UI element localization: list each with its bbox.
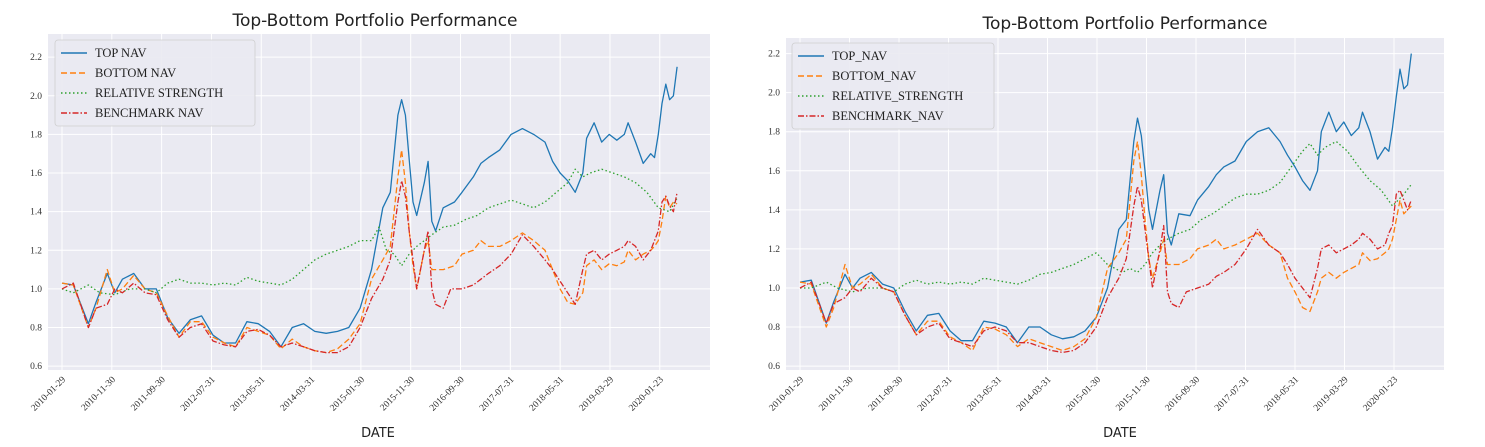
y-tick-label: 1.2: [768, 245, 780, 255]
x-tick-label: 2019-03-29: [578, 375, 617, 414]
series-line-relative-strength: [800, 140, 1412, 293]
legend-label: TOP NAV: [95, 46, 147, 60]
y-tick-label: 2.0: [30, 92, 42, 102]
x-tick-label: 2010-01-29: [768, 375, 807, 414]
x-tick-label: 2016-09-30: [1164, 375, 1203, 414]
x-tick-label: 2014-03-31: [279, 375, 318, 414]
line-chart-right: Top-Bottom Portfolio Performance DATE 0.…: [768, 14, 1444, 441]
legend-label: RELATIVE_STRENGTH: [832, 89, 963, 103]
x-tick-label: 2017-07-31: [1213, 375, 1252, 414]
x-tick-label: 2020-01-23: [1362, 375, 1401, 414]
y-tick-label: 1.4: [30, 208, 42, 218]
legend-label: RELATIVE STRENGTH: [95, 86, 223, 100]
y-tick-label: 1.0: [30, 285, 42, 295]
legend-label: BENCHMARK_NAV: [832, 109, 944, 123]
x-tick-label: 2019-03-29: [1312, 375, 1351, 414]
x-tick-label: 2018-05-31: [1263, 375, 1302, 414]
series-line-benchmark-nav: [799, 185, 1412, 354]
x-tick-label: 2015-11-30: [1114, 375, 1152, 413]
x-tick-label: 2015-11-30: [379, 375, 417, 413]
y-tick-label: 2.2: [768, 50, 780, 60]
series-line-benchmark-nav: [61, 180, 678, 354]
y-tick-label: 2.2: [30, 53, 42, 63]
legend-label: BOTTOM_NAV: [832, 69, 916, 83]
y-tick-label: 1.2: [30, 246, 42, 256]
chart-panel-right: Top-Bottom Portfolio Performance DATE 0.…: [742, 0, 1485, 447]
x-tick-label: 2013-05-31: [229, 375, 268, 414]
legend-box: [791, 42, 995, 130]
x-tick-label: 2011-09-30: [867, 375, 905, 413]
x-tick-label: 2013-05-31: [966, 375, 1005, 414]
chart-title: Top-Bottom Portfolio Performance: [981, 14, 1267, 34]
x-axis-label: DATE: [1103, 426, 1137, 441]
chart-title: Top-Bottom Portfolio Performance: [231, 11, 517, 31]
line-chart-left: Top-Bottom Portfolio Performance DATE 0.…: [30, 11, 710, 441]
x-tick-label: 2016-09-30: [428, 375, 467, 414]
y-tick-label: 1.6: [30, 169, 42, 179]
y-tick-label: 1.8: [30, 130, 42, 140]
series-line-top-nav: [61, 66, 678, 348]
x-tick-label: 2017-07-31: [478, 375, 517, 414]
y-tick-label: 2.0: [768, 89, 780, 99]
y-tick-label: 0.6: [768, 362, 780, 372]
x-tick-label: 2011-09-30: [130, 375, 168, 413]
x-axis-label: DATE: [361, 426, 395, 441]
y-tick-label: 1.8: [768, 128, 780, 138]
x-tick-label: 2010-11-30: [817, 375, 855, 413]
chart-panel-left: Top-Bottom Portfolio Performance DATE 0.…: [0, 0, 742, 447]
x-tick-label: 2020-01-23: [627, 375, 666, 414]
x-tick-label: 2010-01-29: [30, 375, 69, 414]
legend-box: [54, 39, 256, 127]
x-tick-label: 2010-11-30: [80, 375, 118, 413]
x-tick-label: 2018-05-31: [528, 375, 567, 414]
y-tick-label: 0.8: [768, 323, 780, 333]
y-tick-label: 0.8: [30, 324, 42, 334]
y-tick-label: 0.6: [30, 362, 42, 372]
series-line-top-nav: [799, 53, 1412, 344]
y-tick-label: 1.0: [768, 284, 780, 294]
x-tick-label: 2015-01-30: [1065, 375, 1104, 414]
x-tick-label: 2015-01-30: [329, 375, 368, 414]
x-tick-label: 2012-07-31: [916, 375, 955, 414]
x-tick-label: 2014-03-31: [1015, 375, 1054, 414]
legend-label: TOP_NAV: [832, 49, 887, 63]
series-line-bottom-nav: [799, 140, 1412, 352]
x-tick-label: 2012-07-31: [179, 375, 218, 414]
y-tick-label: 1.4: [768, 206, 780, 216]
legend-label: BENCHMARK NAV: [95, 106, 203, 120]
y-tick-label: 1.6: [768, 167, 780, 177]
legend-label: BOTTOM NAV: [95, 66, 176, 80]
